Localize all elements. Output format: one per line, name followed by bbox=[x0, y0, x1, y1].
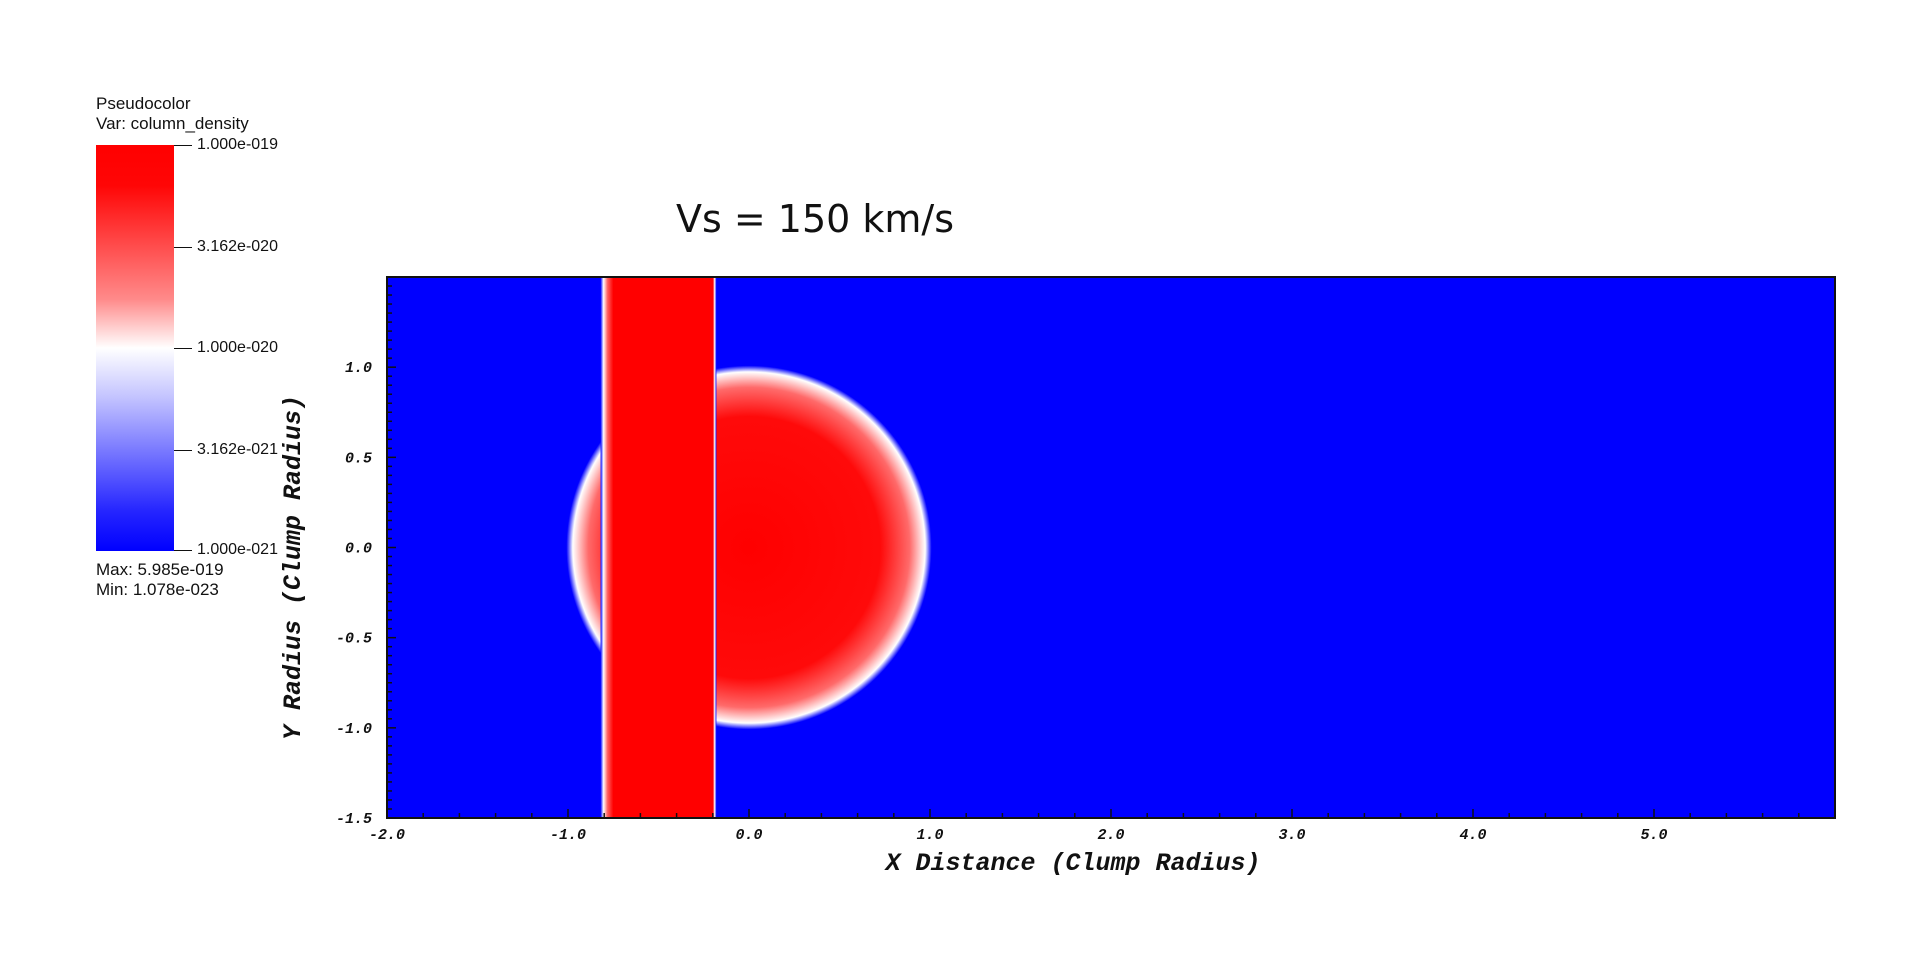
colorbar-tick-mark bbox=[174, 550, 192, 551]
x-axis-title: X Distance (Clump Radius) bbox=[883, 849, 1260, 878]
x-tick-label: 3.0 bbox=[1278, 827, 1305, 844]
x-tick-label: 2.0 bbox=[1097, 827, 1124, 844]
y-tick-label: -1.5 bbox=[336, 811, 372, 828]
y-tick-label: 1.0 bbox=[345, 360, 372, 377]
x-tick-label: 5.0 bbox=[1640, 827, 1667, 844]
colorbar-tick-mark bbox=[174, 348, 192, 349]
y-tick-label: 0.5 bbox=[345, 450, 372, 467]
x-tick-label: -2.0 bbox=[369, 827, 405, 844]
colorbar bbox=[96, 145, 174, 551]
plot-title: Vs = 150 km/s bbox=[676, 197, 955, 241]
y-tick-label: -1.0 bbox=[336, 721, 372, 738]
y-tick-label: 0.0 bbox=[345, 541, 372, 558]
colorbar-tick-mark bbox=[174, 247, 192, 248]
x-tick-label: 4.0 bbox=[1459, 827, 1486, 844]
colorbar-tick-label: 1.000e-020 bbox=[197, 339, 278, 356]
slab-region bbox=[600, 277, 717, 818]
x-tick-label: 0.0 bbox=[735, 827, 762, 844]
y-axis-title: Y Radius (Clump Radius) bbox=[279, 395, 308, 740]
colorbar-tick-label: 3.162e-020 bbox=[197, 238, 278, 255]
legend-title: Pseudocolor Var: column_density bbox=[96, 94, 249, 134]
plot-area bbox=[387, 277, 1835, 818]
legend-plot-type: Pseudocolor bbox=[96, 94, 191, 113]
colorbar-tick-label: 1.000e-021 bbox=[197, 541, 278, 558]
colorbar-tick-label: 3.162e-021 bbox=[197, 441, 278, 458]
x-tick-label: 1.0 bbox=[916, 827, 943, 844]
y-tick-label: -0.5 bbox=[336, 631, 372, 648]
axes: -2.0 -1.0 0.0 1.0 2.0 3.0 4.0 5.0 -1.5 -1.0 -0.5 0.… bbox=[336, 276, 1836, 844]
colorbar-tick-mark bbox=[174, 145, 192, 146]
x-tick-label: -1.0 bbox=[550, 827, 586, 844]
colorbar-tick-label: 1.000e-019 bbox=[197, 136, 278, 153]
legend-max: Max: 5.985e-019 bbox=[96, 560, 224, 579]
legend-variable: Var: column_density bbox=[96, 114, 249, 133]
colorbar-tick-mark bbox=[174, 450, 192, 451]
legend-min: Min: 1.078e-023 bbox=[96, 580, 219, 599]
